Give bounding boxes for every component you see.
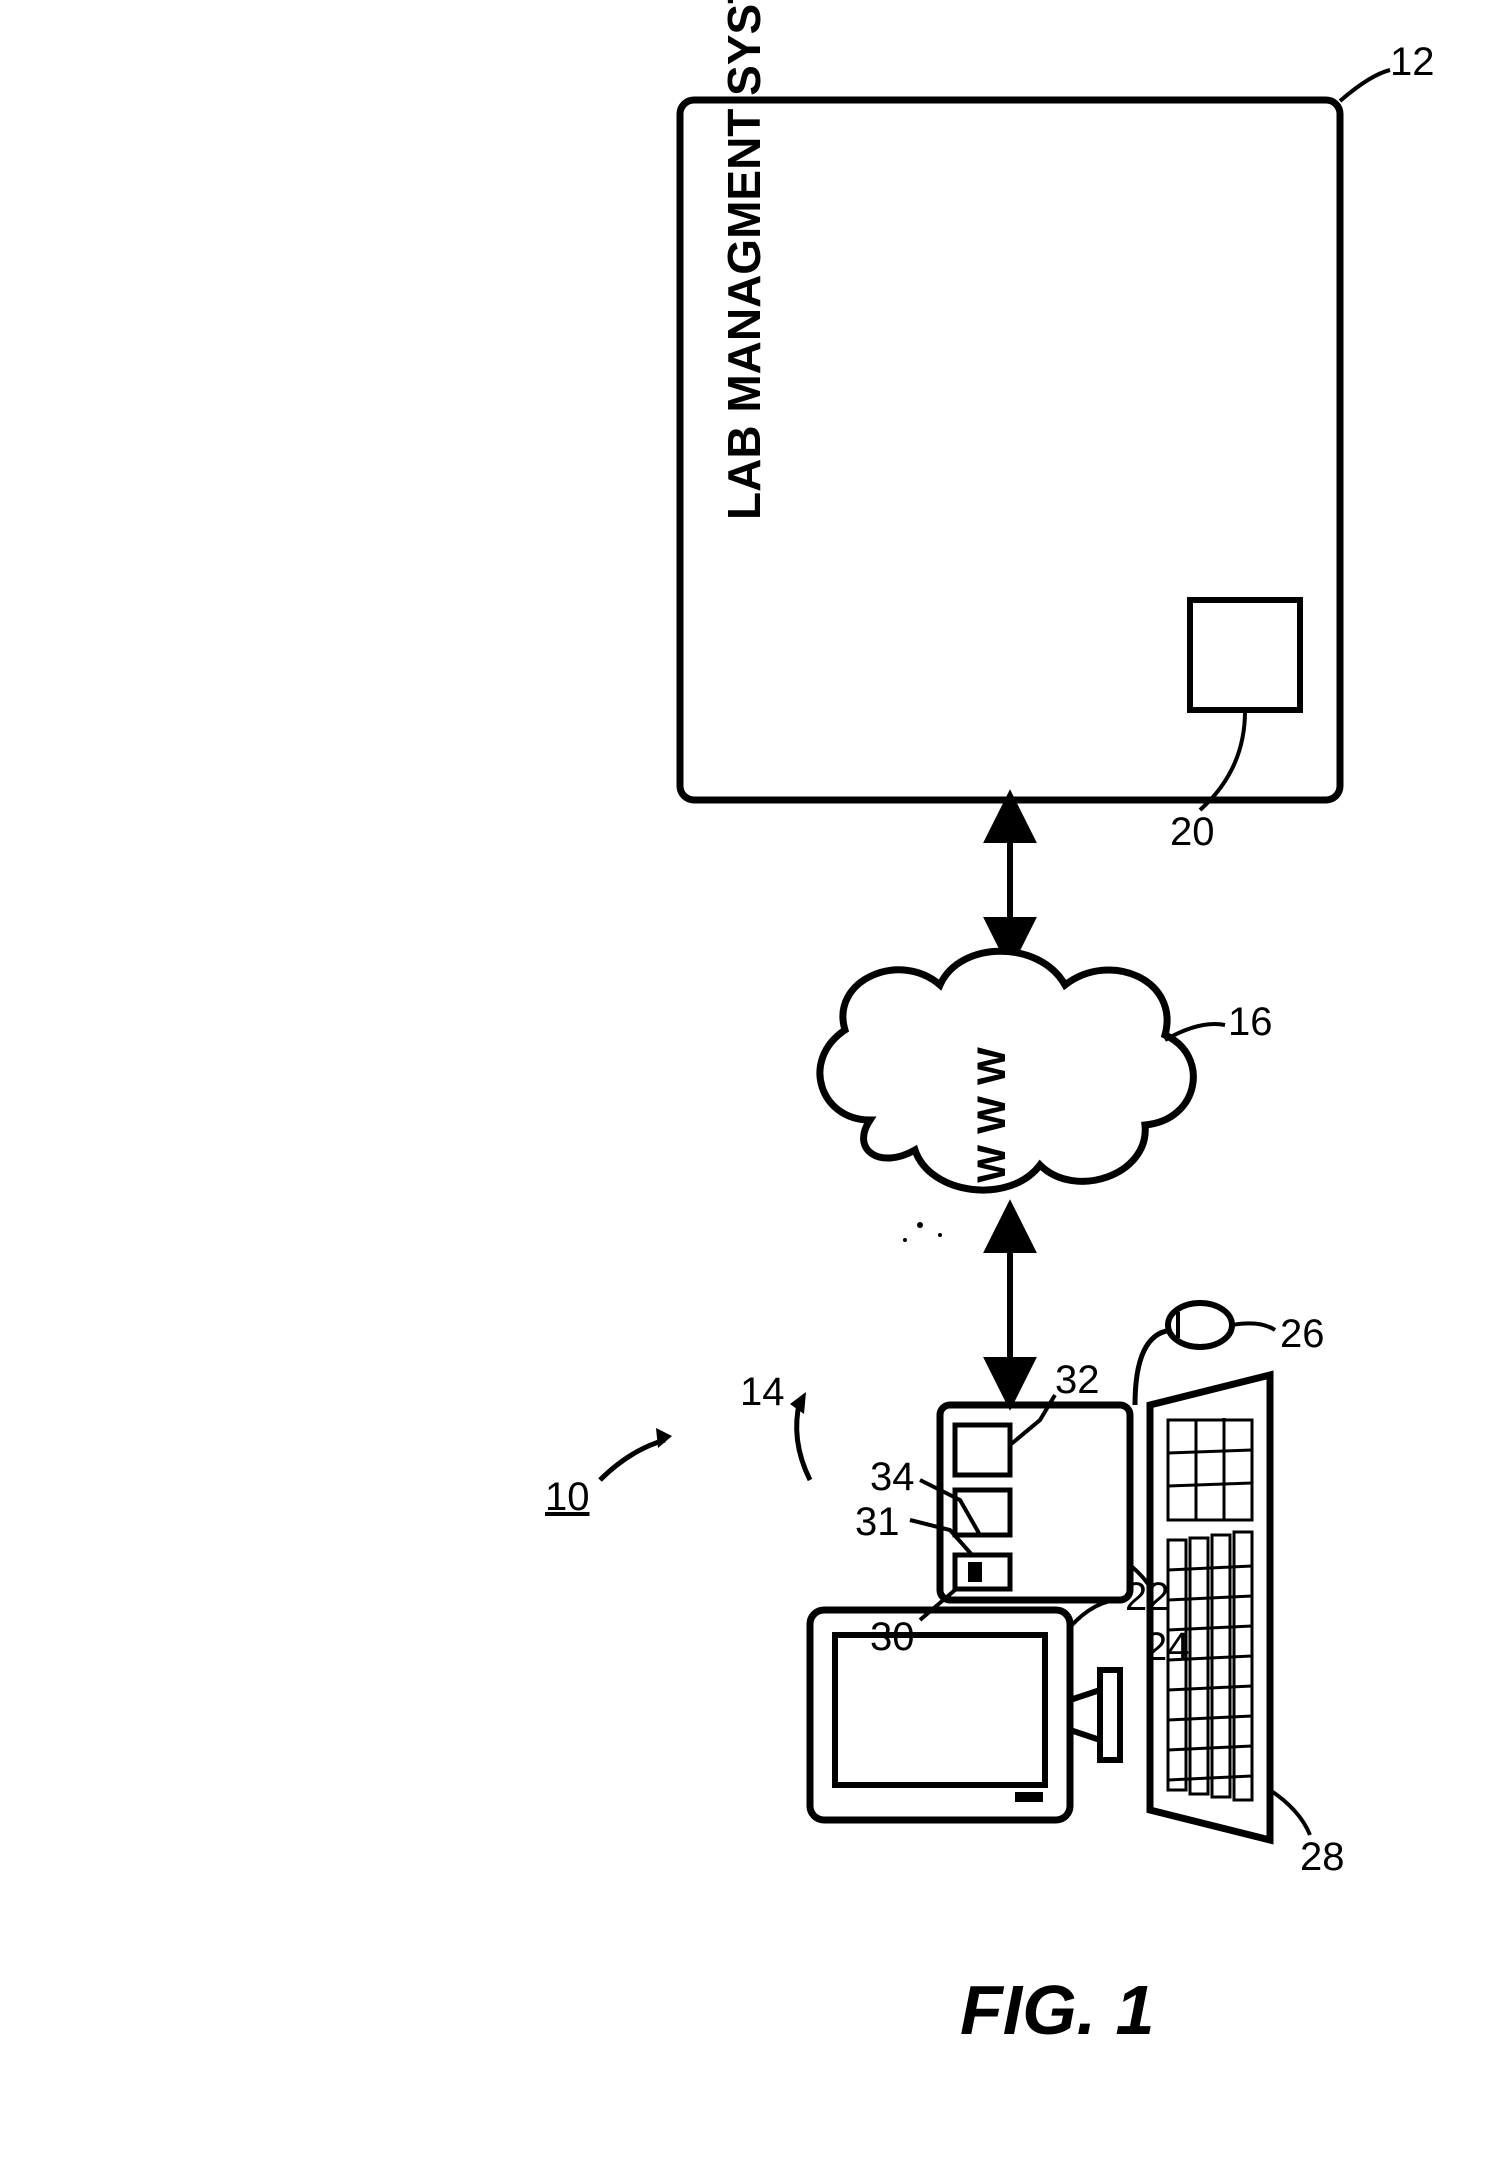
ref-30: 30 bbox=[870, 1615, 915, 1660]
lab-system-label: LAB MANAGMENT SYSTEM bbox=[718, 0, 770, 520]
ref-12: 12 bbox=[1390, 40, 1435, 85]
ref-20: 20 bbox=[1170, 810, 1215, 855]
ref-24: 24 bbox=[1145, 1625, 1190, 1670]
ref-28: 28 bbox=[1300, 1835, 1345, 1880]
cloud-label: W W W bbox=[970, 1047, 1014, 1183]
ref14-arrow bbox=[790, 1392, 810, 1480]
ref-26: 26 bbox=[1280, 1312, 1325, 1357]
ref-16: 16 bbox=[1228, 1000, 1273, 1045]
ref-32: 32 bbox=[1055, 1358, 1100, 1403]
ref-34: 34 bbox=[870, 1455, 915, 1500]
monitor bbox=[810, 1600, 1120, 1820]
diagram-svg: LAB MANAGMENT SYSTEM W W W bbox=[0, 0, 1485, 2173]
ref-31: 31 bbox=[855, 1500, 900, 1545]
ref-14: 14 bbox=[740, 1370, 785, 1415]
client-computer bbox=[790, 1303, 1310, 1840]
www-cloud: W W W bbox=[820, 951, 1225, 1242]
ref-22: 22 bbox=[1125, 1575, 1170, 1620]
lab-system-box: LAB MANAGMENT SYSTEM bbox=[680, 0, 1390, 810]
keyboard bbox=[1150, 1375, 1310, 1840]
lab-system-module bbox=[1190, 600, 1300, 710]
figure-label: FIG. 1 bbox=[960, 1970, 1154, 2050]
ref10-arrow bbox=[600, 1428, 672, 1480]
ref-10: 10 bbox=[545, 1475, 590, 1520]
diagram-canvas: LAB MANAGMENT SYSTEM W W W bbox=[0, 0, 1485, 2173]
